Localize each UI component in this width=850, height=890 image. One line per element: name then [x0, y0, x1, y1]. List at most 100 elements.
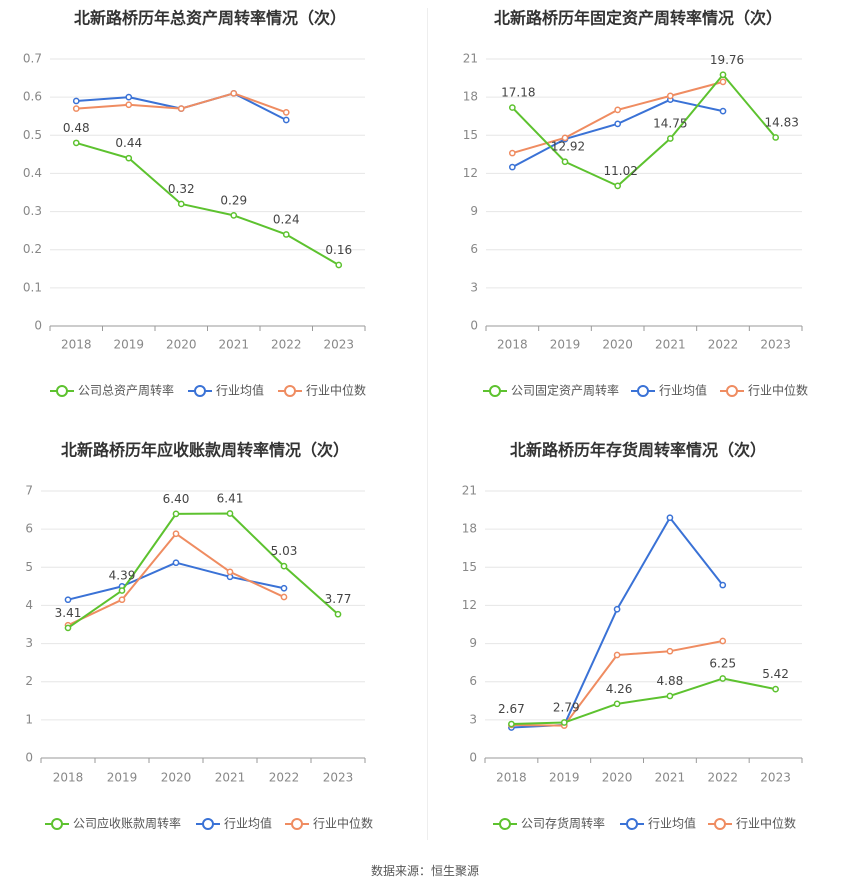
y-tick-label: 0.7: [23, 52, 42, 66]
company-data-point: [560, 719, 568, 726]
y-tick-label: 0.5: [23, 128, 42, 142]
x-tick-label: 2022: [269, 771, 300, 785]
industry-median-line: [512, 80, 724, 155]
data-label: 14.83: [764, 115, 798, 129]
company-data-point: [561, 158, 569, 166]
legend-marker-icon: [626, 818, 638, 830]
x-tick-label: 2022: [707, 771, 738, 785]
y-tick-label: 18: [463, 90, 478, 104]
data-label: 19.76: [710, 53, 744, 67]
industry-average-point: [719, 581, 727, 589]
legend-label: 公司应收账款周转率: [73, 816, 181, 831]
y-tick-label: 2: [25, 674, 33, 688]
data-label: 3.77: [325, 592, 352, 606]
chart-title: 北新路桥历年固定资产周转率情况（次）: [494, 9, 782, 28]
company-data-point: [666, 692, 674, 700]
y-tick-label: 0: [25, 751, 33, 765]
legend-label: 公司固定资产周转率: [511, 383, 619, 398]
data-label: 0.44: [115, 136, 142, 150]
x-tick-label: 2018: [53, 771, 84, 785]
charts-canvas: 北新路桥历年总资产周转率情况（次） 0 0.1 0.2 0.3 0.4 0.5 0.6 0.7 2…: [23, 9, 808, 831]
legend-label: 行业均值: [216, 383, 264, 398]
data-label: 4.39: [109, 569, 136, 583]
industry-average-point: [666, 514, 674, 522]
industry-median-point: [666, 647, 674, 655]
industry-average-point: [508, 163, 516, 171]
data-label: 12.92: [551, 140, 585, 154]
y-tick-label: 6: [25, 522, 33, 536]
industry-median-point: [172, 530, 180, 538]
y-tick-label: 0: [469, 751, 477, 765]
data-label: 5.42: [762, 667, 789, 681]
y-tick-label: 15: [463, 128, 478, 142]
industry-average-line: [511, 516, 724, 729]
company-data-point: [226, 510, 234, 517]
industry-median-point: [613, 651, 621, 659]
industry-median-point: [280, 593, 288, 601]
data-label: 11.02: [603, 164, 637, 178]
y-tick-label: 0.4: [23, 166, 42, 180]
legend-label: 行业中位数: [313, 816, 373, 831]
chart-title: 北新路桥历年总资产周转率情况（次）: [74, 9, 346, 28]
company-data-point: [719, 675, 727, 682]
industry-median-point: [226, 568, 234, 576]
data-label: 0.24: [273, 212, 300, 226]
industry-median-point: [614, 106, 622, 114]
company-data-point: [508, 720, 515, 728]
company-series-line: [67, 512, 339, 629]
legend-marker-icon: [499, 818, 511, 830]
y-tick-label: 6: [470, 242, 478, 256]
x-tick-label: 2021: [218, 338, 249, 352]
data-label: 0.16: [325, 243, 352, 257]
industry-average-point: [280, 584, 288, 592]
x-tick-label: 2019: [549, 771, 580, 785]
legend-label: 公司存货周转率: [521, 816, 605, 831]
data-label: 3.41: [55, 606, 82, 620]
legend-label: 行业中位数: [306, 383, 366, 398]
y-tick-label: 12: [463, 166, 478, 180]
y-tick-label: 21: [462, 484, 477, 498]
company-data-point: [613, 700, 621, 708]
y-tick-label: 12: [462, 598, 477, 612]
company-data-point: [666, 135, 674, 142]
company-data-point: [334, 610, 342, 618]
y-tick-label: 0: [470, 319, 478, 333]
y-tick-label: 3: [469, 712, 477, 726]
x-tick-label: 2019: [107, 771, 138, 785]
y-tick-label: 3: [470, 280, 478, 294]
company-data-point: [719, 71, 727, 79]
data-label: 17.18: [501, 86, 535, 100]
x-tick-label: 2021: [655, 771, 686, 785]
company-series-line: [75, 141, 340, 266]
legend-marker-icon: [637, 385, 649, 397]
industry-average-point: [125, 93, 133, 101]
industry-median-point: [666, 92, 674, 100]
legend-marker-icon: [291, 818, 303, 830]
y-tick-label: 0: [34, 319, 42, 333]
legend-marker-icon: [202, 818, 214, 830]
company-data-point: [772, 685, 779, 693]
chart-title: 北新路桥历年应收账款周转率情况（次）: [61, 441, 349, 460]
y-tick-label: 0.2: [23, 242, 42, 256]
data-label: 14.75: [653, 116, 687, 130]
industry-average-point: [64, 596, 72, 604]
legend-label: 行业中位数: [736, 816, 796, 831]
y-tick-label: 3: [25, 636, 33, 650]
y-tick-label: 0.1: [23, 280, 42, 294]
industry-average-point: [719, 107, 727, 115]
y-tick-label: 21: [463, 52, 478, 66]
data-label: 4.88: [657, 674, 684, 688]
legend-label: 行业均值: [659, 383, 707, 398]
x-tick-label: 2020: [166, 338, 197, 352]
company-data-point: [230, 212, 238, 219]
industry-average-point: [72, 97, 80, 105]
chart-title: 北新路桥历年存货周转率情况（次）: [510, 441, 766, 460]
x-tick-label: 2021: [215, 771, 246, 785]
company-data-point: [282, 231, 290, 238]
company-data-point: [64, 624, 72, 632]
x-tick-label: 2020: [602, 338, 633, 352]
company-data-point: [72, 139, 80, 147]
data-label: 2.67: [498, 702, 525, 716]
x-tick-label: 2023: [323, 338, 354, 352]
x-tick-label: 2022: [271, 338, 302, 352]
